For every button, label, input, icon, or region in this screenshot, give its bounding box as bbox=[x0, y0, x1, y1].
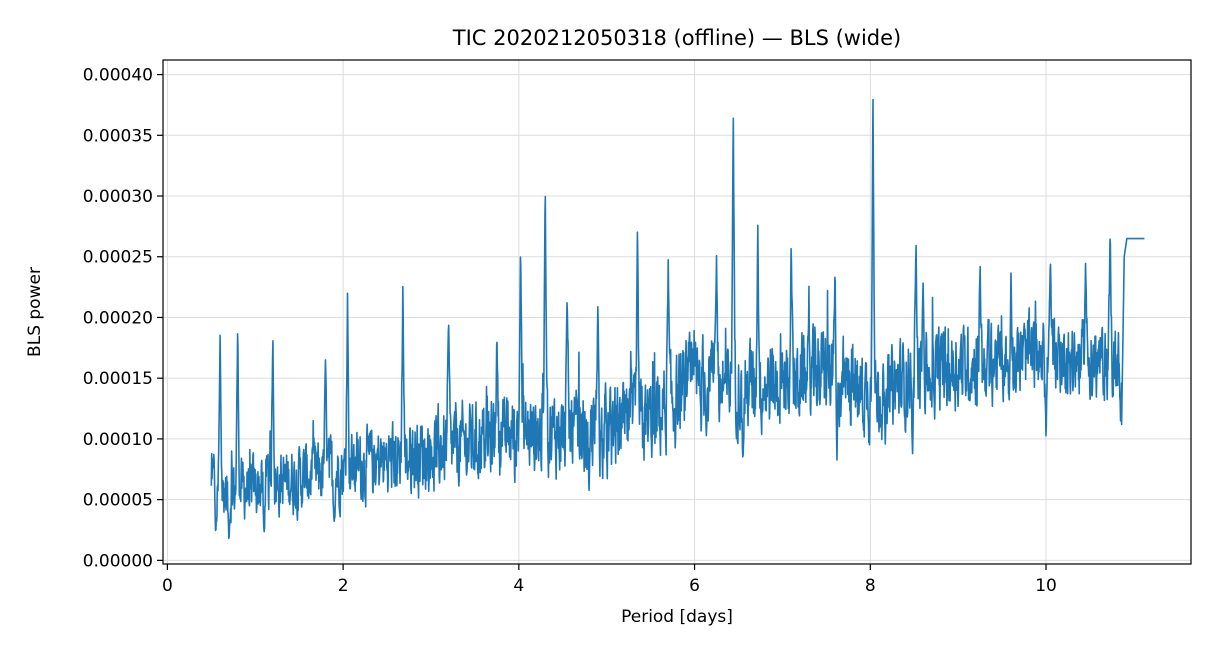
y-tick-label: 0.00025 bbox=[83, 248, 153, 268]
ticks: 0 2 4 6 8 10 0.00000 0.00005 0.00010 0.00015 0.000… bbox=[83, 66, 1057, 596]
y-tick-label: 0.00015 bbox=[83, 369, 153, 389]
y-tick-label: 0.00005 bbox=[83, 491, 153, 511]
y-tick-label: 0.00020 bbox=[83, 308, 153, 328]
x-tick-label: 8 bbox=[865, 576, 876, 596]
y-tick-label: 0.00035 bbox=[83, 126, 153, 146]
x-tick-label: 4 bbox=[513, 576, 524, 596]
y-tick-label: 0.00040 bbox=[83, 66, 153, 86]
y-axis-title: BLS power bbox=[25, 267, 45, 357]
chart-title: TIC 2020212050318 (offline) — BLS (wide) bbox=[452, 26, 901, 50]
plot-frame bbox=[162, 59, 1192, 565]
x-tick-label: 0 bbox=[162, 576, 173, 596]
series-line bbox=[210, 98, 1145, 540]
x-tick-label: 6 bbox=[689, 576, 700, 596]
y-tick-label: 0.00000 bbox=[83, 551, 153, 571]
x-axis-title: Period [days] bbox=[621, 607, 733, 627]
y-tick-label: 0.00030 bbox=[83, 187, 153, 207]
y-tick-label: 0.00010 bbox=[83, 430, 153, 450]
x-tick-label: 2 bbox=[338, 576, 349, 596]
x-tick-label: 10 bbox=[1035, 576, 1057, 596]
series-layer bbox=[210, 98, 1145, 540]
